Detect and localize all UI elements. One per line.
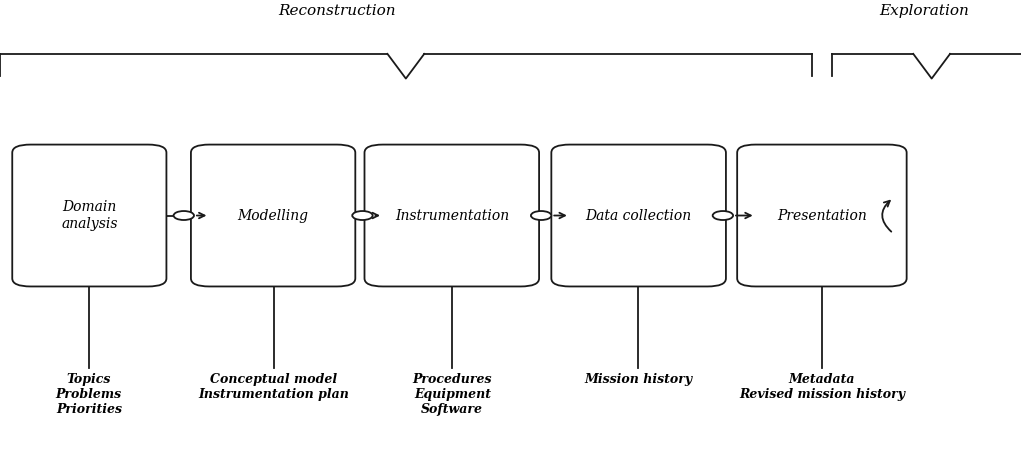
Circle shape [531, 211, 551, 220]
Text: Data collection: Data collection [586, 208, 691, 223]
Text: Conceptual model
Instrumentation plan: Conceptual model Instrumentation plan [198, 373, 349, 401]
Text: Reconstruction: Reconstruction [278, 4, 396, 18]
Text: Metadata
Revised mission history: Metadata Revised mission history [739, 373, 905, 401]
Text: Topics
Problems
Priorities: Topics Problems Priorities [56, 373, 121, 416]
Circle shape [352, 211, 373, 220]
Text: Presentation: Presentation [777, 208, 867, 223]
Text: Exploration: Exploration [879, 4, 969, 18]
Text: Modelling: Modelling [238, 208, 308, 223]
FancyBboxPatch shape [364, 145, 539, 286]
Text: Domain
analysis: Domain analysis [61, 200, 117, 231]
Text: Mission history: Mission history [584, 373, 692, 386]
FancyBboxPatch shape [551, 145, 726, 286]
FancyBboxPatch shape [191, 145, 355, 286]
Text: Instrumentation: Instrumentation [395, 208, 508, 223]
FancyBboxPatch shape [737, 145, 907, 286]
Circle shape [713, 211, 733, 220]
Text: Procedures
Equipment
Software: Procedures Equipment Software [412, 373, 492, 416]
Circle shape [174, 211, 194, 220]
FancyBboxPatch shape [12, 145, 166, 286]
